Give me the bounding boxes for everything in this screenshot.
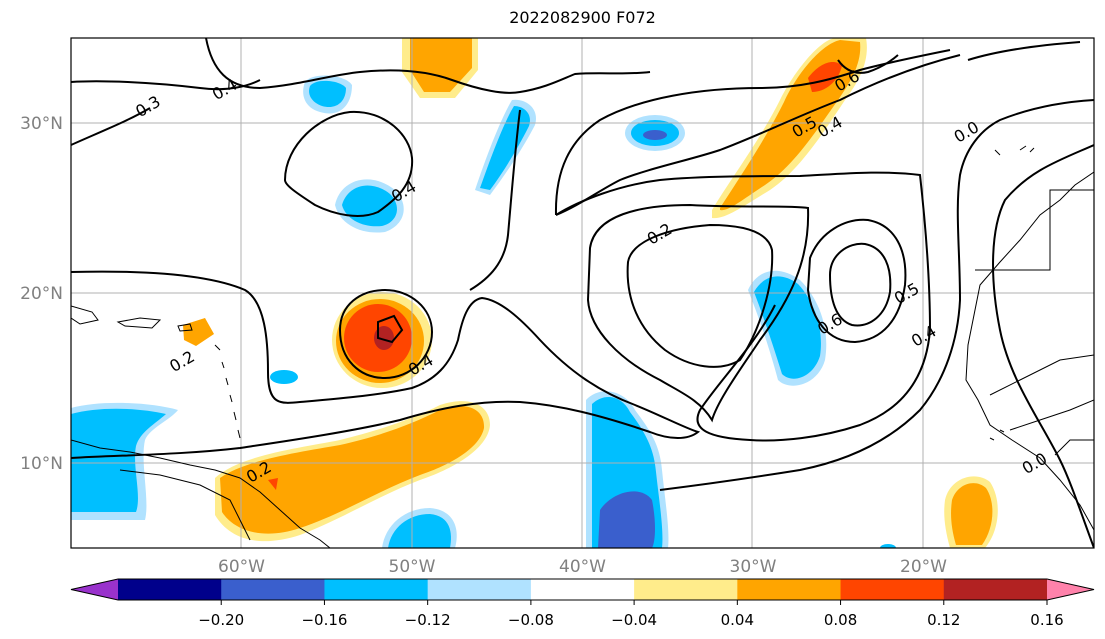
contour-0-6	[837, 54, 899, 74]
coast-capeverde	[989, 429, 1005, 441]
negative-anomaly-n35-peak	[643, 130, 667, 140]
colorbar-swatch	[221, 579, 325, 600]
positive-anomaly-dot	[268, 478, 278, 490]
contour-label: 0.4	[209, 75, 241, 104]
colorbar-extend-high	[1047, 579, 1094, 600]
colorbar-swatch	[840, 579, 945, 600]
contour-zero-east	[992, 144, 1094, 548]
coast-africa-border-2	[989, 354, 1094, 396]
filled-contours	[71, 38, 998, 548]
plot-frame	[70, 37, 1095, 549]
coast-africa-border-1	[975, 189, 1094, 271]
colorbar-tick-label: 0.04	[721, 611, 754, 629]
negative-anomaly-nw-core	[309, 80, 346, 108]
contour-label: 0.2	[644, 219, 676, 248]
longitude-labels: 60°W 50°W 40°W 30°W 20°W	[218, 557, 947, 577]
colorbar-swatch	[118, 579, 222, 600]
contour-big-north	[469, 109, 521, 291]
contour-label: 0.5	[891, 279, 923, 308]
colorbar-tick-labels: −0.20 −0.16 −0.12 −0.08 −0.04 0.04 0.08 0.12 0.1…	[198, 600, 1064, 629]
contour-0-5	[554, 49, 951, 216]
coast-canaries	[994, 145, 1035, 156]
colorbar-swatch	[530, 579, 635, 600]
negative-anomaly-tiny-1	[270, 370, 298, 384]
lon-label: 30°W	[730, 557, 777, 577]
colorbar	[70, 578, 1095, 601]
lat-label: 20°N	[20, 284, 63, 304]
contour-ring-inner	[626, 223, 774, 368]
lat-label: 10°N	[20, 454, 63, 474]
negative-anomaly-tiny-2	[880, 544, 896, 548]
positive-anomaly-ne-peak	[808, 62, 842, 92]
contour-east-inner	[806, 218, 907, 344]
positive-anomaly-pr	[183, 318, 214, 346]
contour-0-2-right	[967, 41, 1081, 61]
colorbar-tick-label: −0.12	[405, 611, 451, 629]
colorbar-swatch	[737, 579, 842, 600]
colorbar-tick-label: −0.04	[611, 611, 657, 629]
coast-venezuela	[119, 469, 251, 541]
lon-label: 20°W	[900, 557, 947, 577]
contour-low-left	[283, 110, 414, 217]
contour-around-18n	[338, 288, 434, 380]
coastlines	[71, 145, 1094, 548]
contour-top-arc	[205, 38, 651, 94]
contour-label: 0.2	[166, 347, 198, 376]
latitude-labels: 30°N 20°N 10°N	[20, 114, 63, 474]
contour-east-big	[659, 99, 1094, 491]
colorbar-tick-label: −0.20	[198, 611, 244, 629]
coast-south-america	[71, 439, 331, 548]
contour-big-west	[71, 270, 701, 459]
contour-east-core	[828, 242, 892, 327]
colorbar-tick-label: 0.12	[927, 611, 960, 629]
coast-hispaniola	[116, 317, 162, 329]
positive-anomaly-east-core	[951, 483, 993, 545]
contour-ring-outer	[555, 171, 932, 442]
colorbar-tick-label: −0.08	[508, 611, 554, 629]
negative-anomaly-bottom-core	[388, 514, 451, 548]
coast-cuba	[71, 305, 99, 325]
contour-0-4	[555, 54, 961, 216]
lon-label: 40°W	[559, 557, 606, 577]
colorbar-extend-low	[71, 579, 118, 600]
colorbar-swatch	[943, 579, 1048, 600]
negative-anomaly-south-peak	[598, 491, 655, 548]
positive-anomaly-top-core	[410, 38, 472, 92]
coast-islands	[214, 344, 241, 439]
lon-label: 50°W	[389, 557, 436, 577]
contour-label: 0.0	[1019, 449, 1051, 478]
contour-ring-mid	[586, 203, 810, 423]
contour-0-3	[71, 107, 151, 146]
lon-label: 60°W	[218, 557, 265, 577]
colorbar-swatch	[324, 579, 429, 600]
colorbar-tick-label: 0.16	[1030, 611, 1063, 629]
negative-anomaly-west-core	[71, 408, 166, 512]
colorbar-swatch	[427, 579, 532, 600]
contour-lines	[71, 38, 1094, 548]
colorbar-outline	[70, 578, 1095, 601]
coast-africa-border-4	[1054, 439, 1094, 456]
coast-africa-border-3	[1009, 399, 1094, 431]
gridlines	[71, 38, 1094, 548]
colorbar-tick-label: −0.16	[301, 611, 347, 629]
negative-anomaly-east-core	[754, 276, 821, 379]
plot-title: 2022082900 F072	[509, 8, 656, 27]
contour-label: 0.0	[951, 117, 983, 146]
contour-label: 0.4	[908, 321, 940, 350]
coast-africa	[965, 171, 1094, 531]
colorbar-swatch	[634, 579, 738, 600]
colorbar-tick-label: 0.08	[824, 611, 857, 629]
positive-anomaly-band-south-core	[220, 406, 485, 534]
coast-pr	[177, 323, 193, 332]
lat-label: 30°N	[20, 114, 63, 134]
contour-inner-18n	[377, 314, 404, 344]
contour-label: 0.3	[132, 92, 164, 121]
